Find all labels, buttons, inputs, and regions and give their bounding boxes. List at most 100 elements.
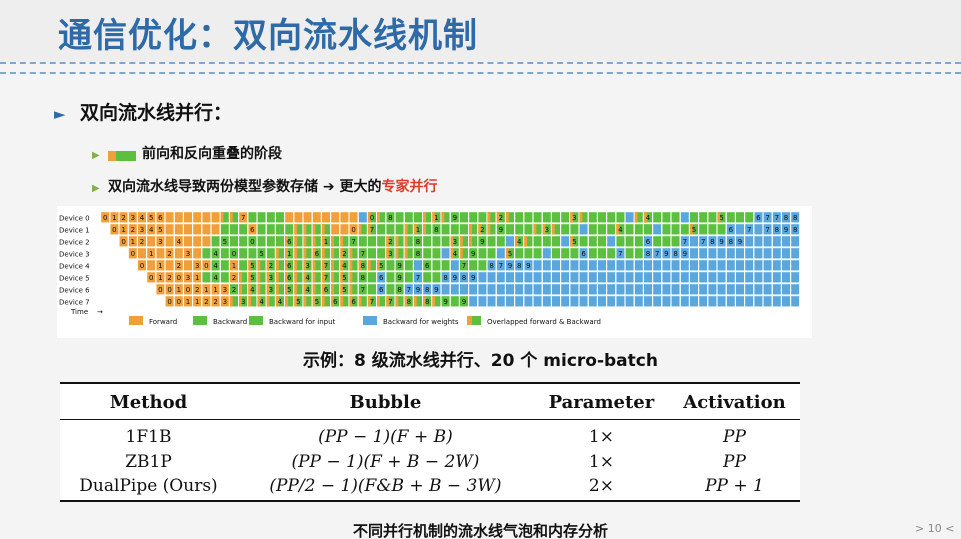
pipeline-block-overlap <box>349 260 353 271</box>
pipeline-block <box>616 211 625 223</box>
pipeline-block-overlap <box>331 260 334 271</box>
pipeline-block-overlap <box>266 260 270 271</box>
pipeline-block <box>744 271 754 283</box>
pipeline-block-label: 1 <box>112 214 116 222</box>
pipeline-block-overlap <box>229 296 233 307</box>
pipeline-block <box>680 271 690 283</box>
pipeline-block-overlap <box>349 248 353 259</box>
pipeline-block <box>698 271 708 283</box>
pipeline-block <box>652 271 662 283</box>
pipeline-block <box>708 211 717 223</box>
pipeline-block <box>671 247 681 259</box>
pipeline-block-overlap <box>478 224 482 235</box>
pipeline-block <box>367 271 377 283</box>
pipeline-block <box>597 223 607 235</box>
pipeline-block-overlap <box>312 236 316 247</box>
pipeline-block <box>275 211 285 223</box>
pipeline-block <box>570 259 579 271</box>
pipeline-block-label: 9 <box>738 238 742 246</box>
pipeline-block <box>726 271 736 283</box>
pipeline-block-label: 5 <box>149 214 153 222</box>
pipeline-block-label: 0 <box>204 262 208 270</box>
pipeline-block <box>698 283 708 295</box>
pipeline-block <box>247 247 257 259</box>
pipeline-block <box>211 283 220 295</box>
cell-parameter: 2× <box>533 474 669 502</box>
pipeline-block-overlap <box>294 236 298 247</box>
pipeline-block-label: 8 <box>416 238 420 246</box>
pipeline-block <box>496 235 506 247</box>
pipeline-block <box>478 295 487 307</box>
pipeline-block <box>165 211 175 223</box>
pipeline-block <box>165 271 175 283</box>
pipeline-block <box>137 247 147 259</box>
pipeline-block <box>579 283 589 295</box>
pipeline-block-overlap <box>331 284 334 295</box>
pipeline-block-overlap <box>285 260 288 271</box>
pipeline-block <box>698 247 708 259</box>
pipeline-block-label: 2 <box>204 298 208 306</box>
pipeline-block-label: 4 <box>646 214 651 222</box>
pipeline-block-overlap <box>294 272 298 283</box>
pipeline-block <box>155 259 165 271</box>
pipeline-block-overlap <box>386 296 390 307</box>
pipeline-block-label: 7 <box>655 250 659 258</box>
pipeline-block-label: 3 <box>223 298 227 306</box>
pipeline-block <box>275 283 285 295</box>
pipeline-block <box>735 271 745 283</box>
pipeline-block <box>165 259 175 271</box>
pipeline-block <box>478 235 487 247</box>
legend-swatch <box>467 316 481 325</box>
pipeline-block-label: 0 <box>177 274 181 282</box>
pipeline-block-label: 2 <box>342 250 346 258</box>
pipeline-block <box>459 211 469 223</box>
pipeline-block <box>247 211 257 223</box>
pipeline-block-label: 8 <box>462 274 466 282</box>
pipeline-block-overlap <box>275 296 279 307</box>
pipeline-block <box>671 259 681 271</box>
pipeline-block-label: 5 <box>342 286 346 294</box>
pipeline-block <box>726 223 736 235</box>
pipeline-block <box>192 259 202 271</box>
pipeline-block <box>781 235 791 247</box>
pipeline-block-overlap <box>312 260 316 271</box>
bullet-arrow-icon: ► <box>54 105 66 123</box>
pipeline-block <box>625 247 635 259</box>
legend-swatch <box>129 316 143 325</box>
pipeline-block <box>459 259 469 271</box>
pipeline-block-label: 7 <box>775 214 779 222</box>
pipeline-block-label: 9 <box>453 214 457 222</box>
pipeline-block <box>275 223 285 235</box>
pipeline-block-overlap <box>331 248 334 259</box>
pipeline-block-label: 9 <box>508 262 512 270</box>
pipeline-block-label: 1 <box>434 214 438 222</box>
pipeline-block <box>717 223 727 235</box>
pipeline-block <box>478 283 487 295</box>
pipeline-block <box>496 223 506 235</box>
pipeline-block-overlap <box>349 284 353 295</box>
pipeline-block-overlap <box>275 272 279 283</box>
pipeline-block <box>680 211 690 223</box>
pipeline-block <box>588 223 598 235</box>
pipeline-block-overlap <box>248 272 252 283</box>
pipeline-block <box>588 235 598 247</box>
pipeline-block <box>174 283 184 295</box>
pipeline-block <box>441 235 450 247</box>
pipeline-block <box>744 295 754 307</box>
pipeline-block-label: 7 <box>324 274 328 282</box>
pipeline-block-overlap <box>303 272 307 283</box>
pipeline-block <box>717 295 727 307</box>
pipeline-block <box>671 235 681 247</box>
pipeline-block-label: 5 <box>719 214 723 222</box>
pipeline-block-label: 9 <box>443 298 447 306</box>
pipeline-block <box>606 283 616 295</box>
pipeline-block-overlap <box>248 296 252 307</box>
cell-method: ZB1P <box>125 452 172 472</box>
pipeline-block <box>754 295 763 307</box>
pipeline-block <box>772 223 782 235</box>
pipeline-block-label: 3 <box>158 238 162 246</box>
pipeline-block <box>680 259 690 271</box>
pipeline-block <box>487 247 496 259</box>
pipeline-block <box>358 211 368 223</box>
pipeline-block <box>689 247 699 259</box>
